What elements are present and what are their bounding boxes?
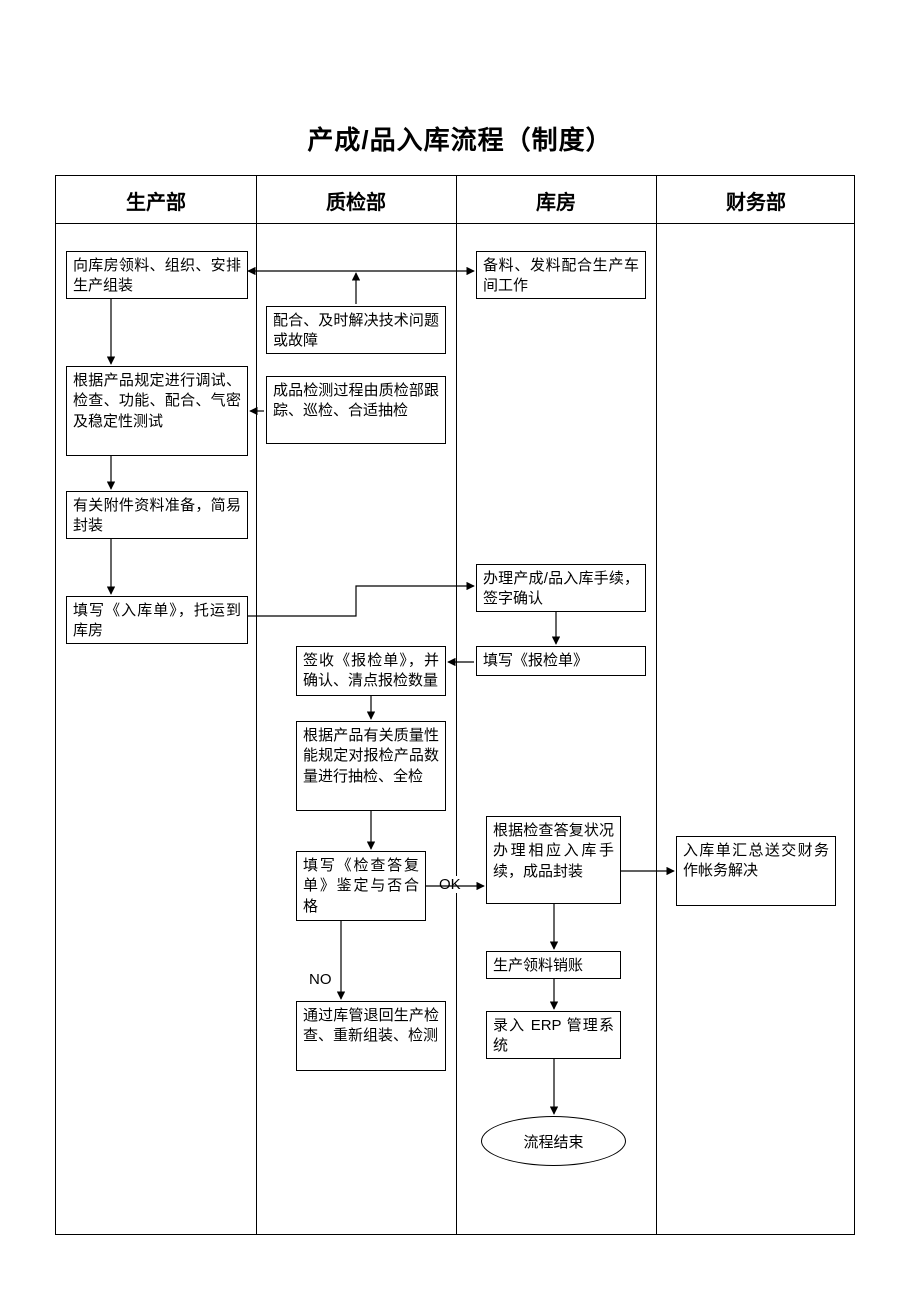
node-end: 流程结束 xyxy=(481,1116,626,1166)
node-p1: 向库房领料、组织、安排生产组装 xyxy=(66,251,248,299)
node-f1: 入库单汇总送交财务作帐务解决 xyxy=(676,836,836,906)
edge-label-ok: OK xyxy=(439,876,461,893)
lane-divider-1 xyxy=(256,176,257,1234)
node-w4: 根据检查答复状况办理相应入库手续，成品封装 xyxy=(486,816,621,904)
node-w2: 办理产成/品入库手续，签字确认 xyxy=(476,564,646,612)
node-p2: 根据产品规定进行调试、检查、功能、配合、气密及稳定性测试 xyxy=(66,366,248,456)
node-q4: 根据产品有关质量性能规定对报检产品数量进行抽检、全检 xyxy=(296,721,446,811)
node-w6: 录入 ERP 管理系统 xyxy=(486,1011,621,1059)
node-q2: 成品检测过程由质检部跟踪、巡检、合适抽检 xyxy=(266,376,446,444)
node-q3: 签收《报检单》，并确认、清点报检数量 xyxy=(296,646,446,696)
lane-header-wh: 库房 xyxy=(456,176,656,224)
node-p3: 有关附件资料准备，简易封装 xyxy=(66,491,248,539)
lane-header-prod: 生产部 xyxy=(56,176,256,224)
node-q5: 填写《检查答复单》鉴定与否合格 xyxy=(296,851,426,921)
swimlane-frame: 生产部 质检部 库房 财务部 向库房领料、组织、安排生产组装 根据产品规定进行调… xyxy=(55,175,855,1235)
node-p4: 填写《入库单》，托运到库房 xyxy=(66,596,248,644)
lane-divider-2 xyxy=(456,176,457,1234)
node-w5: 生产领料销账 xyxy=(486,951,621,979)
node-q1: 配合、及时解决技术问题或故障 xyxy=(266,306,446,354)
node-w3: 填写《报检单》 xyxy=(476,646,646,676)
node-w1: 备料、发料配合生产车间工作 xyxy=(476,251,646,299)
lane-divider-3 xyxy=(656,176,657,1234)
node-q6: 通过库管退回生产检查、重新组装、检测 xyxy=(296,1001,446,1071)
page-title: 产成/品入库流程（制度） xyxy=(0,120,920,157)
lane-header-fin: 财务部 xyxy=(656,176,856,224)
edge-label-no: NO xyxy=(309,971,332,988)
lane-header-qc: 质检部 xyxy=(256,176,456,224)
